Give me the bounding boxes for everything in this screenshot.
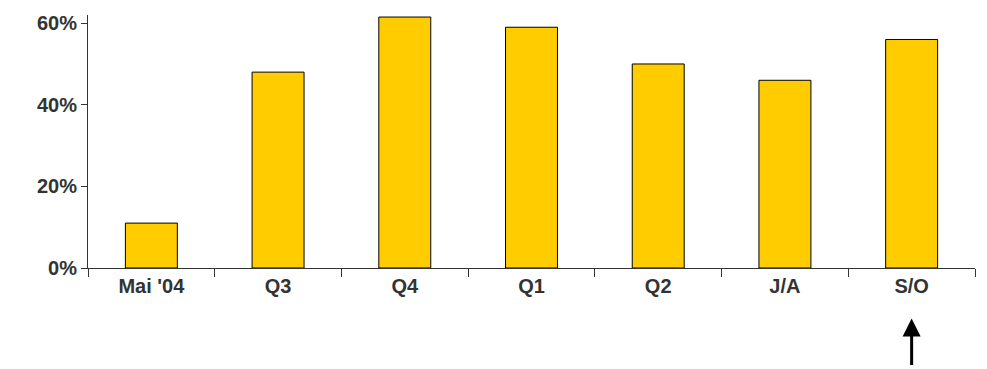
svg-text:Q2: Q2 <box>645 275 672 297</box>
svg-text:Q3: Q3 <box>265 275 292 297</box>
svg-text:40%: 40% <box>37 94 77 116</box>
svg-text:0%: 0% <box>48 257 77 279</box>
svg-text:Q4: Q4 <box>391 275 419 297</box>
svg-text:60%: 60% <box>37 12 77 34</box>
svg-text:J/A: J/A <box>769 275 800 297</box>
svg-text:20%: 20% <box>37 175 77 197</box>
svg-text:Q1: Q1 <box>518 275 545 297</box>
svg-text:Mai '04: Mai '04 <box>118 275 185 297</box>
svg-text:S/O: S/O <box>894 275 928 297</box>
